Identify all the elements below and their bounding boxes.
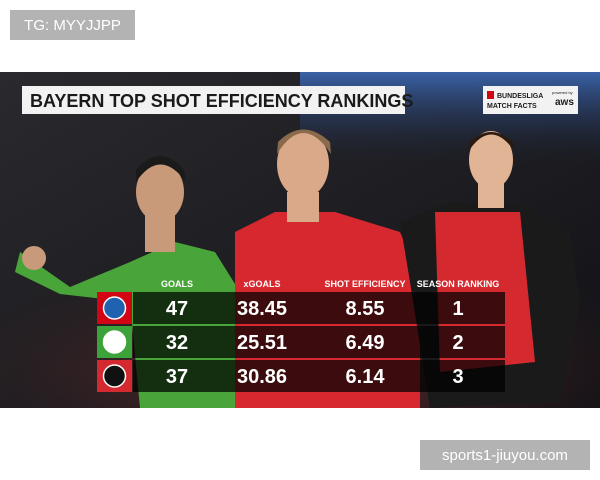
title-bar xyxy=(22,86,405,114)
cell-value: 3 xyxy=(452,366,463,388)
cell-value: 37 xyxy=(166,366,188,388)
cell-value: 25.51 xyxy=(237,332,287,354)
logo-brand: aws xyxy=(555,97,574,108)
team-logo xyxy=(102,364,127,388)
sky xyxy=(300,72,600,162)
graphic: BAYERN TOP SHOT EFFICIENCY RANKINGS BUND… xyxy=(0,72,600,408)
team-logo xyxy=(102,296,127,320)
cell-value: 6.49 xyxy=(346,332,385,354)
cell-value: 32 xyxy=(166,332,188,354)
cell-value: 47 xyxy=(166,298,188,320)
logo: BUNDESLIGA MATCH FACTS powered by aws xyxy=(483,86,578,114)
watermark-top: TG: MYYJJPP xyxy=(10,10,135,40)
cell-value: 2 xyxy=(452,332,463,354)
watermark-bottom: sports1-jiuyou.com xyxy=(420,440,590,470)
stats-table: GOALS xGOALS SHOT EFFICIENCY SEASON RANKING… xyxy=(97,279,505,392)
row-background xyxy=(133,360,505,392)
row-background xyxy=(133,292,505,324)
logo-line1: BUNDESLIGA xyxy=(497,93,543,100)
cell-value: 6.14 xyxy=(346,366,386,388)
cell-value: 1 xyxy=(452,298,463,320)
column-header: xGOALS xyxy=(243,279,280,289)
column-header: SEASON RANKING xyxy=(417,279,500,289)
cell-value: 38.45 xyxy=(237,298,287,320)
row-background xyxy=(133,326,505,358)
title: BAYERN TOP SHOT EFFICIENCY RANKINGS xyxy=(30,91,413,111)
cell-value: 30.86 xyxy=(237,366,287,388)
column-header: SHOT EFFICIENCY xyxy=(324,279,405,289)
logo-powered: powered by xyxy=(552,90,573,95)
column-header: GOALS xyxy=(161,279,193,289)
cell-value: 8.55 xyxy=(346,298,385,320)
logo-line2: MATCH FACTS xyxy=(487,103,537,110)
team-logo xyxy=(102,330,127,354)
